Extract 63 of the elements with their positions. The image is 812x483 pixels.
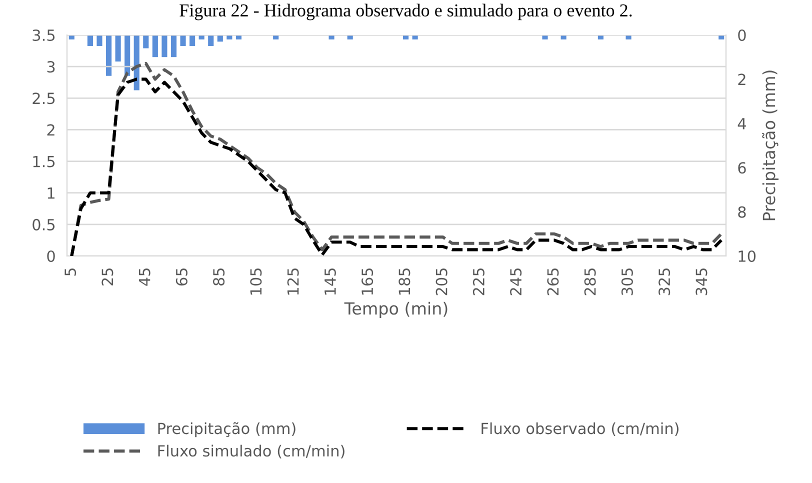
y2-tick-label: 2: [738, 74, 746, 86]
legend-label: Fluxo observado (cm/min): [482, 422, 678, 436]
y-tick-label: 3: [47, 61, 55, 73]
chart-title: Figura 22 - Hidrograma observado e simulado para o evento 2.: [180, 4, 632, 20]
x-tick-label: 165: [362, 268, 374, 295]
y2-tick-label: 6: [738, 162, 746, 174]
bar: [143, 35, 149, 48]
bar: [328, 35, 334, 40]
x-tick-label: 305: [621, 268, 633, 296]
bar: [96, 35, 102, 46]
bar: [198, 35, 204, 40]
bar: [68, 35, 74, 40]
bar: [718, 35, 724, 40]
y2-tick-label: 4: [738, 118, 746, 130]
bar: [106, 35, 112, 76]
x-tick-label: 45: [138, 268, 150, 286]
bar: [190, 35, 196, 46]
x-tick-label: 105: [250, 268, 262, 295]
x-tick-label: 125: [287, 268, 299, 295]
y-tick-label: 0: [47, 250, 55, 262]
bar: [87, 35, 93, 46]
y2-tick-label: 8: [738, 206, 746, 218]
y-tick-label: 1.5: [33, 156, 55, 168]
bar: [236, 35, 242, 40]
bar: [226, 35, 232, 40]
bar: [412, 35, 418, 40]
x-tick-label: 145: [324, 268, 336, 295]
y-tick-label: 0.5: [32, 218, 55, 230]
bar: [542, 35, 548, 40]
x-axis-title: Tempo (min): [344, 302, 448, 318]
y-tick-label: 1: [48, 188, 54, 199]
x-tick-label: 265: [547, 268, 559, 296]
bar: [162, 35, 168, 58]
bar: [626, 35, 632, 40]
y2-tick-label: 10: [738, 250, 756, 262]
x-tick-label: 245: [510, 268, 522, 296]
bar: [402, 35, 409, 40]
bar: [347, 35, 353, 40]
x-tick-label: 285: [584, 268, 596, 296]
y2-tick-label: 0: [738, 29, 746, 42]
x-tick-label: 225: [472, 268, 484, 296]
x-tick-label: 345: [696, 268, 708, 296]
bar: [170, 35, 177, 58]
y-tick-label: 3.5: [32, 29, 55, 42]
y2-axis-title: Precipitação (mm): [762, 70, 779, 220]
legend-label: Fluxo simulado (cm/min): [158, 444, 344, 458]
bar: [560, 35, 566, 40]
legend-label: Precipitação (mm): [158, 422, 296, 438]
bar: [115, 35, 121, 62]
bar: [152, 35, 158, 58]
x-tick-label: 65: [176, 268, 188, 286]
x-tick-label: 185: [398, 268, 410, 295]
x-tick-label: 25: [102, 268, 114, 286]
x-tick-label: 85: [213, 268, 225, 286]
bar: [208, 35, 214, 46]
bar: [598, 35, 604, 40]
y-tick-label: 2.5: [32, 92, 55, 104]
bar: [273, 35, 279, 40]
x-tick-label: 205: [436, 268, 448, 296]
x-tick-label: 325: [658, 268, 670, 296]
x-tick-label: 5: [64, 268, 76, 276]
bar: [180, 35, 186, 46]
y-tick-label: 2: [47, 124, 54, 136]
